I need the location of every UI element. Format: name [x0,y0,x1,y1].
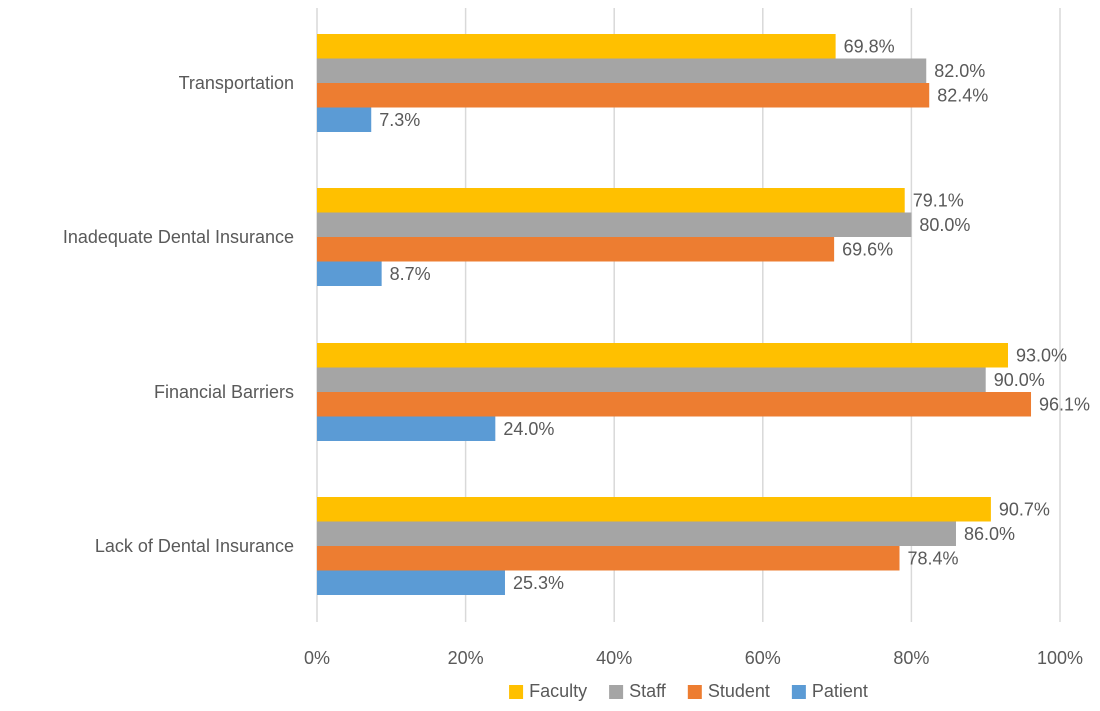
bar-patient-lack-of-dental-insurance [317,570,505,595]
bar-patient-financial-barriers [317,416,496,441]
legend: Faculty Staff Student Patient [509,681,868,701]
category-label-financial-barriers: Financial Barriers [154,382,294,402]
bar-staff-inadequate-dental-insurance [317,212,912,237]
bars [317,34,1032,595]
data-label-patient-transportation: 7.3% [379,110,420,130]
bar-student-transportation [317,83,930,108]
data-label-staff-transportation: 82.0% [934,61,985,81]
data-label-faculty-inadequate-dental-insurance: 79.1% [913,190,964,210]
bar-faculty-inadequate-dental-insurance [317,188,905,213]
category-label-inadequate-dental-insurance: Inadequate Dental Insurance [63,227,294,247]
bar-student-lack-of-dental-insurance [317,546,900,571]
legend-item-student: Student [687,681,770,701]
data-label-student-transportation: 82.4% [937,85,988,105]
x-tick-label: 20% [448,648,484,668]
legend-label-staff: Staff [629,681,667,701]
data-label-faculty-transportation: 69.8% [844,36,895,56]
data-label-patient-lack-of-dental-insurance: 25.3% [513,573,564,593]
category-label-transportation: Transportation [179,73,294,93]
data-label-student-financial-barriers: 96.1% [1039,394,1090,414]
data-label-faculty-financial-barriers: 93.0% [1016,345,1067,365]
bar-patient-inadequate-dental-insurance [317,261,382,286]
data-labels: 69.8% 82.0% 82.4% 7.3% 79.1% 80.0% 69.6% 8.7% 93… [379,36,1090,593]
x-tick-label: 60% [745,648,781,668]
data-label-staff-inadequate-dental-insurance: 80.0% [919,215,970,235]
legend-item-patient: Patient [791,681,868,701]
legend-item-staff: Staff [609,681,667,701]
x-tick-label: 80% [893,648,929,668]
bar-student-inadequate-dental-insurance [317,237,835,262]
bar-faculty-lack-of-dental-insurance [317,497,991,522]
data-label-staff-financial-barriers: 90.0% [994,370,1045,390]
x-tick-label: 40% [596,648,632,668]
legend-label-patient: Patient [812,681,868,701]
legend-swatch-staff [609,685,624,699]
legend-label-student: Student [708,681,770,701]
bar-patient-transportation [317,107,372,132]
x-tick-label: 100% [1037,648,1083,668]
legend-swatch-patient [791,685,806,699]
x-tick-label: 0% [304,648,330,668]
bar-staff-lack-of-dental-insurance [317,521,956,546]
data-label-staff-lack-of-dental-insurance: 86.0% [964,524,1015,544]
data-label-patient-inadequate-dental-insurance: 8.7% [390,264,431,284]
legend-swatch-faculty [509,685,524,699]
data-label-student-inadequate-dental-insurance: 69.6% [842,239,893,259]
category-labels: Transportation Inadequate Dental Insuranc… [63,73,294,556]
data-label-faculty-lack-of-dental-insurance: 90.7% [999,499,1050,519]
legend-item-faculty: Faculty [509,681,587,701]
bar-student-financial-barriers [317,392,1032,417]
legend-label-faculty: Faculty [529,681,587,701]
data-label-patient-financial-barriers: 24.0% [503,419,554,439]
legend-swatch-student [687,685,702,699]
bar-staff-transportation [317,58,927,83]
bar-faculty-transportation [317,34,836,59]
x-axis-ticks: 0% 20% 40% 60% 80% 100% [304,648,1083,668]
bar-staff-financial-barriers [317,367,986,392]
data-label-student-lack-of-dental-insurance: 78.4% [908,548,959,568]
bar-faculty-financial-barriers [317,343,1008,368]
category-label-lack-of-dental-insurance: Lack of Dental Insurance [95,536,294,556]
